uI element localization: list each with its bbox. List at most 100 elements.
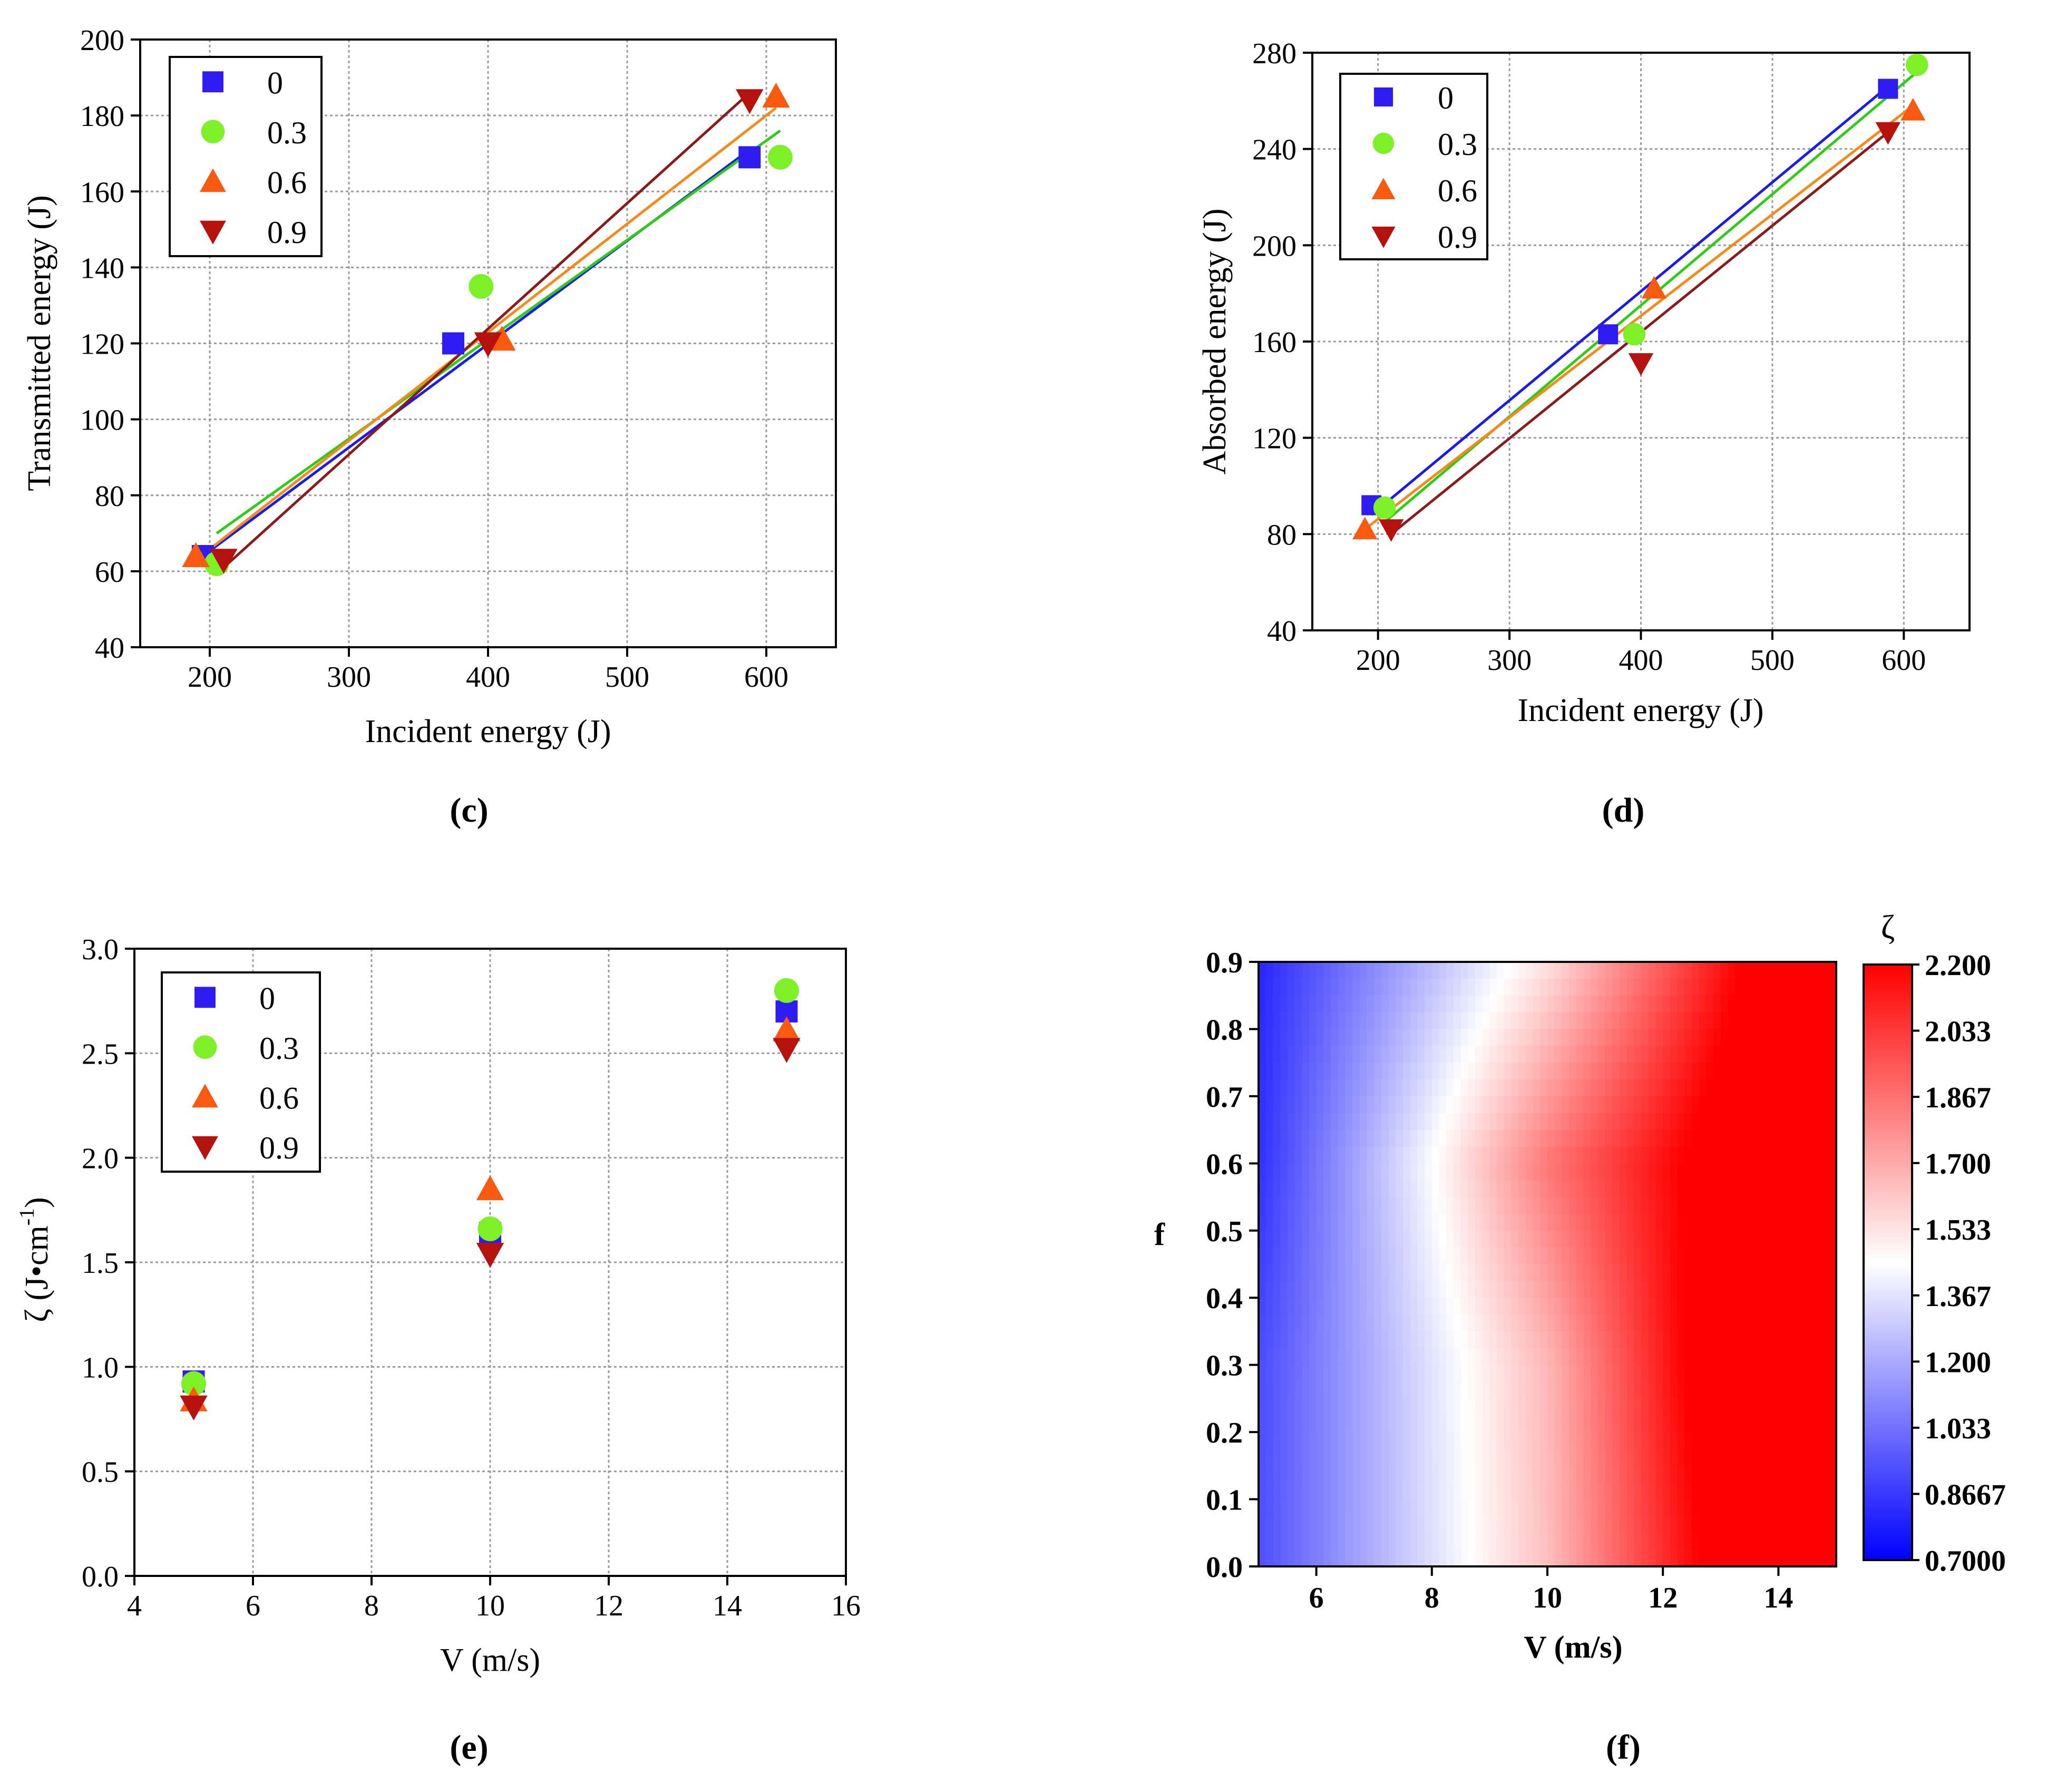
heatmap-cell [1612,1482,1620,1500]
heatmap-cell [1316,1432,1324,1449]
heatmap-cell [1410,1432,1418,1449]
heatmap-cell [1265,1046,1274,1064]
heatmap-cell [1367,1381,1375,1399]
heatmap-cell [1706,1465,1714,1483]
heatmap-cell [1692,1096,1700,1114]
heatmap-cell [1280,1499,1288,1517]
heatmap-cell [1829,1247,1837,1265]
heatmap-cell [1648,1012,1656,1030]
heatmap-cell [1294,1012,1303,1030]
heatmap-cell [1511,978,1519,996]
heatmap-cell [1460,1230,1469,1248]
heatmap-cell [1713,1381,1721,1399]
heatmap-cell [1345,1113,1353,1131]
heatmap-cell [1576,1499,1584,1517]
heatmap-cell [1641,1079,1649,1097]
heatmap-cell [1504,1533,1512,1551]
heatmap-cell [1417,1314,1426,1332]
heatmap-cell [1345,1365,1353,1382]
heatmap-cell [1720,1180,1729,1198]
heatmap-cell [1431,1298,1440,1316]
heatmap-cell [1294,1533,1303,1551]
heatmap-cell [1728,1096,1736,1114]
heatmap-cell [1403,1129,1411,1147]
heatmap-cell [1814,978,1822,996]
heatmap-cell [1634,1331,1642,1349]
heatmap-cell [1511,1146,1519,1164]
colorbar-tick-label: 1.033 [1925,1413,1991,1445]
heatmap-cell [1446,1398,1454,1416]
heatmap-cell [1259,1163,1266,1181]
heatmap-cell [1720,1264,1729,1282]
heatmap-cell [1316,1281,1324,1299]
heatmap-cell [1259,1398,1266,1416]
x-tick-label: 400 [1619,644,1663,677]
heatmap-cell [1692,1197,1700,1214]
heatmap-cell [1807,1533,1815,1551]
heatmap-cell [1280,1213,1288,1231]
heatmap-cell [1316,1197,1324,1214]
heatmap-cell [1626,1096,1635,1114]
heatmap-cell [1562,1163,1570,1181]
heatmap-cell [1287,1331,1295,1349]
heatmap-cell [1814,1230,1822,1248]
heatmap-cell [1720,1281,1729,1299]
heatmap-cell [1352,1281,1360,1299]
heatmap-cell [1677,1079,1685,1097]
heatmap-cell [1547,1012,1555,1030]
heatmap-cell [1814,1146,1822,1164]
heatmap-cell [1576,1213,1584,1231]
heatmap-cell [1576,1415,1584,1433]
heatmap-cell [1757,1247,1765,1265]
heatmap-cell [1302,1398,1310,1416]
heatmap-cell [1547,1550,1555,1567]
heatmap-cell [1562,1029,1570,1047]
heatmap-cell [1525,1415,1534,1433]
heatmap-cell [1460,1180,1469,1198]
heatmap-cell [1367,1079,1375,1097]
heatmap-cell [1460,1113,1469,1131]
heatmap-cell [1569,1197,1577,1214]
heatmap-cell [1655,995,1664,1013]
heatmap-cell [1302,1247,1310,1265]
heatmap-cell [1786,1129,1793,1147]
heatmap-cell [1323,1247,1331,1265]
heatmap-cell [1352,1063,1360,1080]
heatmap-cell [1359,1533,1368,1551]
heatmap-cell [1648,1264,1656,1282]
heatmap-cell [1453,1180,1461,1198]
heatmap-cell [1367,1516,1375,1534]
heatmap-cell [1403,1146,1411,1164]
heatmap-cell [1764,1096,1772,1114]
heatmap-cell [1634,1348,1642,1366]
heatmap-cell [1323,1432,1331,1449]
heatmap-cell [1273,1482,1281,1500]
heatmap-cell [1547,1197,1555,1214]
heatmap-cell [1583,1533,1592,1551]
heatmap-cell [1497,1213,1505,1231]
heatmap-cell [1778,1331,1787,1349]
heatmap-cell [1562,1129,1570,1147]
heatmap-cell [1749,1533,1758,1551]
heatmap-cell [1460,1381,1469,1399]
heatmap-cell [1786,1264,1793,1282]
heatmap-cell [1612,1465,1620,1483]
heatmap-cell [1684,1230,1692,1248]
heatmap-cell [1554,1012,1563,1030]
heatmap-cell [1396,1482,1403,1500]
heatmap-cell [1396,1012,1403,1030]
heatmap-cell [1302,1381,1310,1399]
heatmap-cell [1742,1448,1750,1466]
heatmap-cell [1316,1314,1324,1332]
heatmap-cell [1425,1365,1432,1382]
heatmap-cell [1735,1365,1743,1382]
heatmap-cell [1670,1415,1678,1433]
heatmap-cell [1468,1415,1476,1433]
heatmap-cell [1439,1533,1447,1551]
heatmap-cell [1605,1499,1613,1517]
heatmap-cell [1381,1415,1389,1433]
heatmap-cell [1814,1264,1822,1282]
heatmap-cell [1706,1046,1714,1064]
heatmap-cell [1706,1415,1714,1433]
heatmap-cell [1778,1448,1787,1466]
